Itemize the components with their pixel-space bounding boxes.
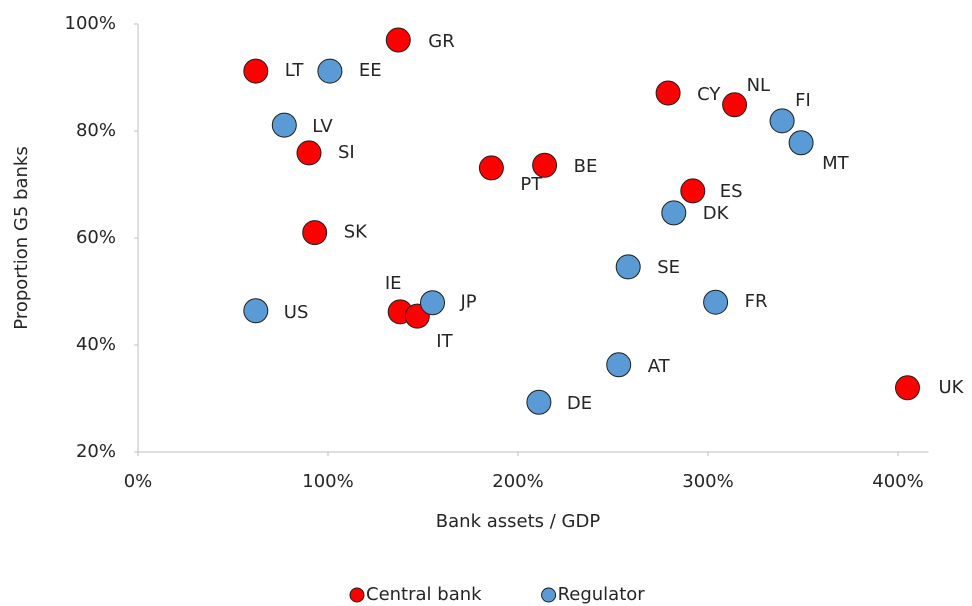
legend-marker [349, 587, 365, 603]
point-label: IE [385, 273, 402, 294]
x-tick-label: 200% [492, 471, 543, 492]
point-label: JP [460, 292, 477, 313]
point-label: DK [703, 203, 730, 224]
x-tick-label: 300% [682, 471, 733, 492]
point-label: BE [574, 156, 598, 177]
y-axis-title: Proportion G5 banks [11, 146, 32, 329]
point [271, 112, 297, 138]
point [615, 254, 641, 280]
legend-label: Regulator [558, 584, 646, 605]
y-tick-label: 20% [76, 441, 116, 462]
x-tick-label: 100% [302, 471, 353, 492]
point-label: SK [344, 222, 368, 243]
point-label: UK [939, 377, 965, 398]
point [420, 290, 445, 316]
point-label: FR [745, 291, 768, 312]
point-label: MT [822, 153, 850, 174]
point-label: IT [436, 331, 453, 352]
point [296, 140, 322, 166]
point [895, 375, 920, 401]
point [526, 389, 552, 415]
point-label: AT [648, 356, 671, 377]
point [769, 108, 795, 134]
point-label: EE [359, 60, 382, 81]
x-tick-label: 0% [124, 471, 153, 492]
point-label: SI [338, 142, 355, 163]
point-label: LV [312, 116, 333, 137]
y-tick-label: 60% [76, 227, 116, 248]
point [243, 58, 269, 84]
y-tick-label: 100% [65, 13, 116, 34]
point [317, 58, 343, 84]
y-tick-label: 40% [76, 334, 116, 355]
point-label: CY [697, 84, 721, 105]
point-label: FI [795, 90, 811, 111]
point-label: PT [520, 174, 543, 195]
point-label: DE [567, 393, 592, 414]
point [703, 289, 729, 315]
legend-label: Central bank [366, 584, 482, 605]
point [606, 352, 632, 378]
point-label: LT [285, 60, 305, 81]
point [722, 92, 748, 118]
point [661, 200, 687, 226]
point [680, 178, 706, 204]
y-tick-label: 80% [76, 120, 116, 141]
point [532, 152, 558, 178]
x-tick-label: 400% [872, 471, 923, 492]
x-axis-title: Bank assets / GDP [436, 511, 601, 532]
point [302, 220, 328, 246]
point [788, 130, 814, 156]
point [243, 298, 269, 324]
point-label: ES [720, 181, 743, 202]
point [478, 155, 504, 181]
point [385, 27, 411, 53]
point [655, 80, 681, 106]
legend-marker [541, 587, 557, 603]
point-label: SE [657, 257, 680, 278]
point-label: GR [428, 31, 454, 52]
point-label: NL [747, 75, 771, 96]
point-label: US [284, 302, 309, 323]
